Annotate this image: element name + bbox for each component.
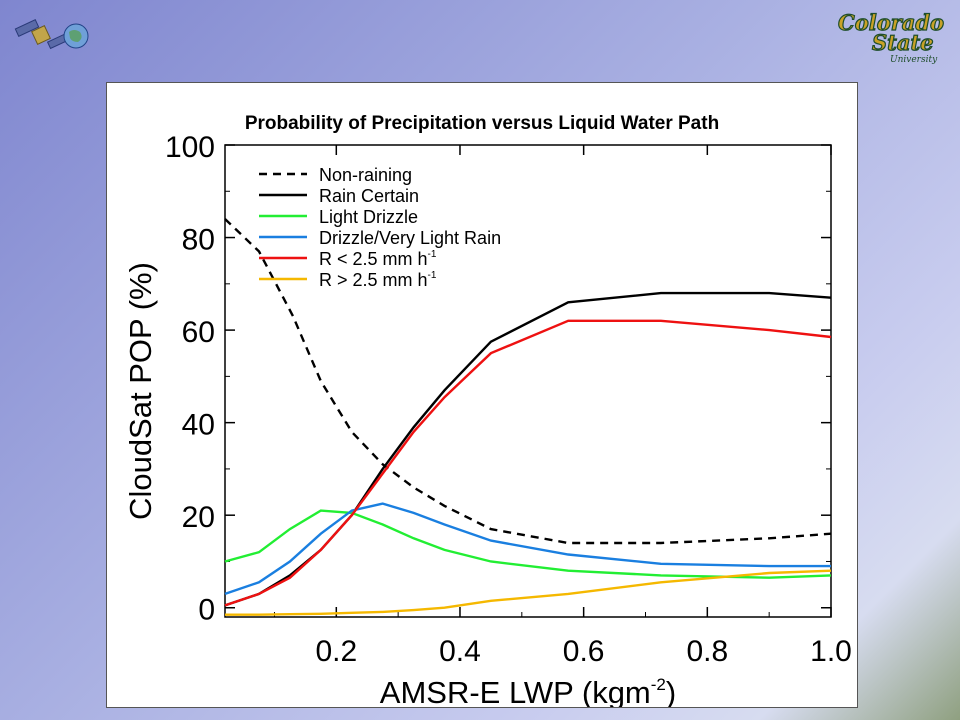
x-tick-label: 1.0 <box>810 635 852 668</box>
satellite-logo <box>14 12 94 60</box>
legend-label-0: Non-raining <box>319 165 412 185</box>
x-tick-label: 0.2 <box>315 635 357 668</box>
x-tick-label: 0.6 <box>563 635 605 668</box>
y-tick-label: 80 <box>182 224 215 257</box>
y-tick-label: 100 <box>165 131 215 164</box>
series-line-4 <box>224 319 832 607</box>
plot-frame <box>224 144 832 618</box>
logo-line-3: University <box>890 55 938 65</box>
chart-title: Probability of Precipitation versus Liqu… <box>244 113 720 134</box>
y-tick-label: 60 <box>182 316 215 349</box>
chart-svg: 0 20 40 60 80 100 0.2 0.4 0.6 0.8 1.0 AMSR-E LWP (k… <box>123 131 852 707</box>
university-logo: Colorado State University <box>836 8 946 66</box>
series-line-2 <box>224 509 832 579</box>
legend-label-2: Light Drizzle <box>319 207 418 227</box>
y-axis-label: CloudSat POP (%) <box>123 262 158 520</box>
y-tick-label: 40 <box>182 409 215 442</box>
y-tick-label: 0 <box>198 594 215 627</box>
series-line-1 <box>224 291 832 607</box>
x-tick-label: 0.4 <box>439 635 481 668</box>
chart-panel: Probability of Precipitation versus Liqu… <box>106 82 858 708</box>
legend-label-4: R < 2.5 mm h-1 <box>319 249 437 269</box>
logo-line-1: Colorado <box>838 10 944 35</box>
series-line-0 <box>224 218 832 545</box>
satellite-icon <box>14 19 89 50</box>
logo-line-2: State <box>872 30 934 55</box>
y-tick-label: 20 <box>182 501 215 534</box>
series-line-5 <box>225 569 832 616</box>
series-line-3 <box>224 502 831 596</box>
legend-label-3: Drizzle/Very Light Rain <box>319 228 501 248</box>
legend-label-1: Rain Certain <box>319 186 419 206</box>
x-tick-label: 0.8 <box>686 635 728 668</box>
legend-label-5: R > 2.5 mm h-1 <box>319 270 437 290</box>
x-axis-label: AMSR-E LWP (kgm-2) <box>380 675 676 707</box>
